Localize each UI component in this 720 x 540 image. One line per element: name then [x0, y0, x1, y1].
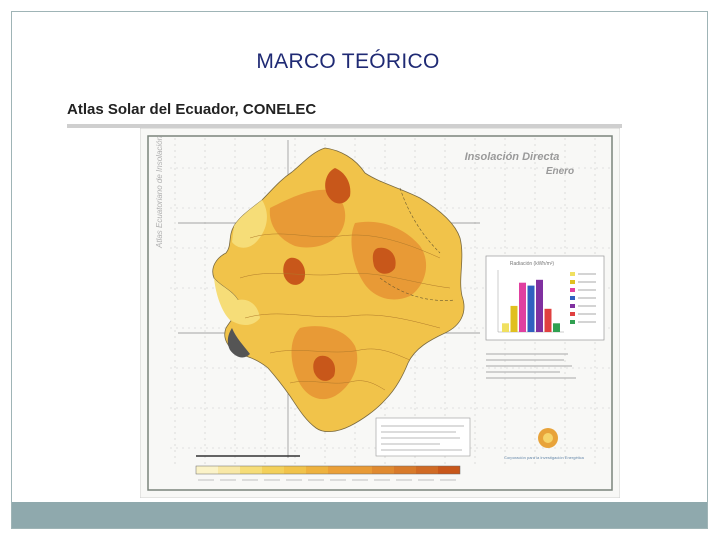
solar-atlas-map-image: Atlas Ecuatoriano de Insolación: [140, 128, 620, 498]
map-zone-dark-center: [283, 257, 306, 285]
institution-logo: [538, 428, 558, 448]
map-zone-dark-north: [325, 168, 351, 204]
chart-bar: [502, 323, 509, 332]
map-info-text: [486, 353, 576, 379]
chart-bar: [536, 279, 543, 332]
map-zone-pale-west: [214, 278, 260, 325]
chart-bar: [510, 305, 518, 332]
map-heading-line1: Insolación Directa: [465, 151, 560, 163]
chart-bar: [544, 308, 552, 332]
slide-frame: [11, 11, 708, 529]
chart-inset-legend: [570, 272, 596, 324]
chart-bar: [553, 323, 560, 332]
slide-subtitle: Atlas Solar del Ecuador, CONELEC: [67, 101, 317, 118]
chart-bar: [519, 282, 526, 332]
map-heading-line2: Enero: [546, 166, 574, 177]
map-boundaries: [379, 187, 456, 301]
map-image-frame: [147, 135, 613, 491]
color-scale-bar: [195, 455, 461, 475]
chart-inset-title: Radiación (kWh/m²): [510, 261, 555, 267]
slide-title: MARCO TEÓRICO: [256, 50, 440, 73]
chart-bars: [502, 279, 560, 332]
credit-label: Corporación para la Investigación Energé…: [504, 455, 585, 460]
map-contours: [239, 233, 451, 391]
map-zone-dark-east: [372, 247, 396, 274]
chart-bar: [527, 285, 535, 332]
subtitle-underline: [67, 124, 622, 128]
map-zone-mid-andes: [269, 189, 346, 248]
map-zone-dark-south: [313, 355, 336, 381]
map-scale-box: [375, 417, 471, 457]
radiation-chart-inset: Radiación (kWh/m²): [485, 255, 605, 341]
map-coastal-detail: [227, 328, 250, 358]
map-side-label: Atlas Ecuatoriano de Insolación: [155, 135, 164, 249]
ecuador-map: [212, 147, 465, 432]
slide-bottom-bar: [12, 502, 707, 528]
